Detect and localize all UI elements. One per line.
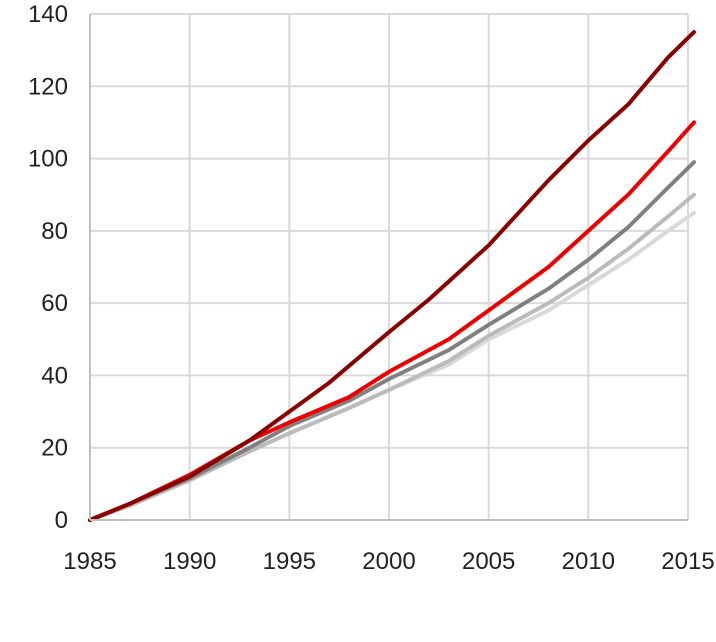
series-line-1 xyxy=(88,30,696,522)
axes: 1985 1990 1995 2000 2005 2010 2015 0 20 40 60 80 100… xyxy=(28,1,715,575)
series-line-3 xyxy=(88,160,696,522)
x-tick-label: 2005 xyxy=(462,548,515,575)
y-tick-label: 20 xyxy=(41,435,68,462)
y-tick-label: 120 xyxy=(28,73,68,100)
y-tick-label: 80 xyxy=(41,218,68,245)
y-tick-label: 40 xyxy=(41,362,68,389)
x-tick-label: 1995 xyxy=(263,548,316,575)
x-tick-label: 2015 xyxy=(661,548,714,575)
grid xyxy=(89,13,689,520)
x-tick-label: 1985 xyxy=(63,548,116,575)
x-tick-label: 2000 xyxy=(362,548,415,575)
y-tick-label: 100 xyxy=(28,146,68,173)
series-group xyxy=(88,30,696,522)
y-tick-label: 0 xyxy=(55,507,68,534)
series-line-2 xyxy=(88,120,696,522)
x-tick-label: 1990 xyxy=(163,548,216,575)
y-tick-label: 60 xyxy=(41,290,68,317)
series-line-4 xyxy=(88,192,696,522)
x-tick-label: 2010 xyxy=(562,548,615,575)
y-tick-label: 140 xyxy=(28,1,68,28)
series-line-5 xyxy=(88,210,696,522)
